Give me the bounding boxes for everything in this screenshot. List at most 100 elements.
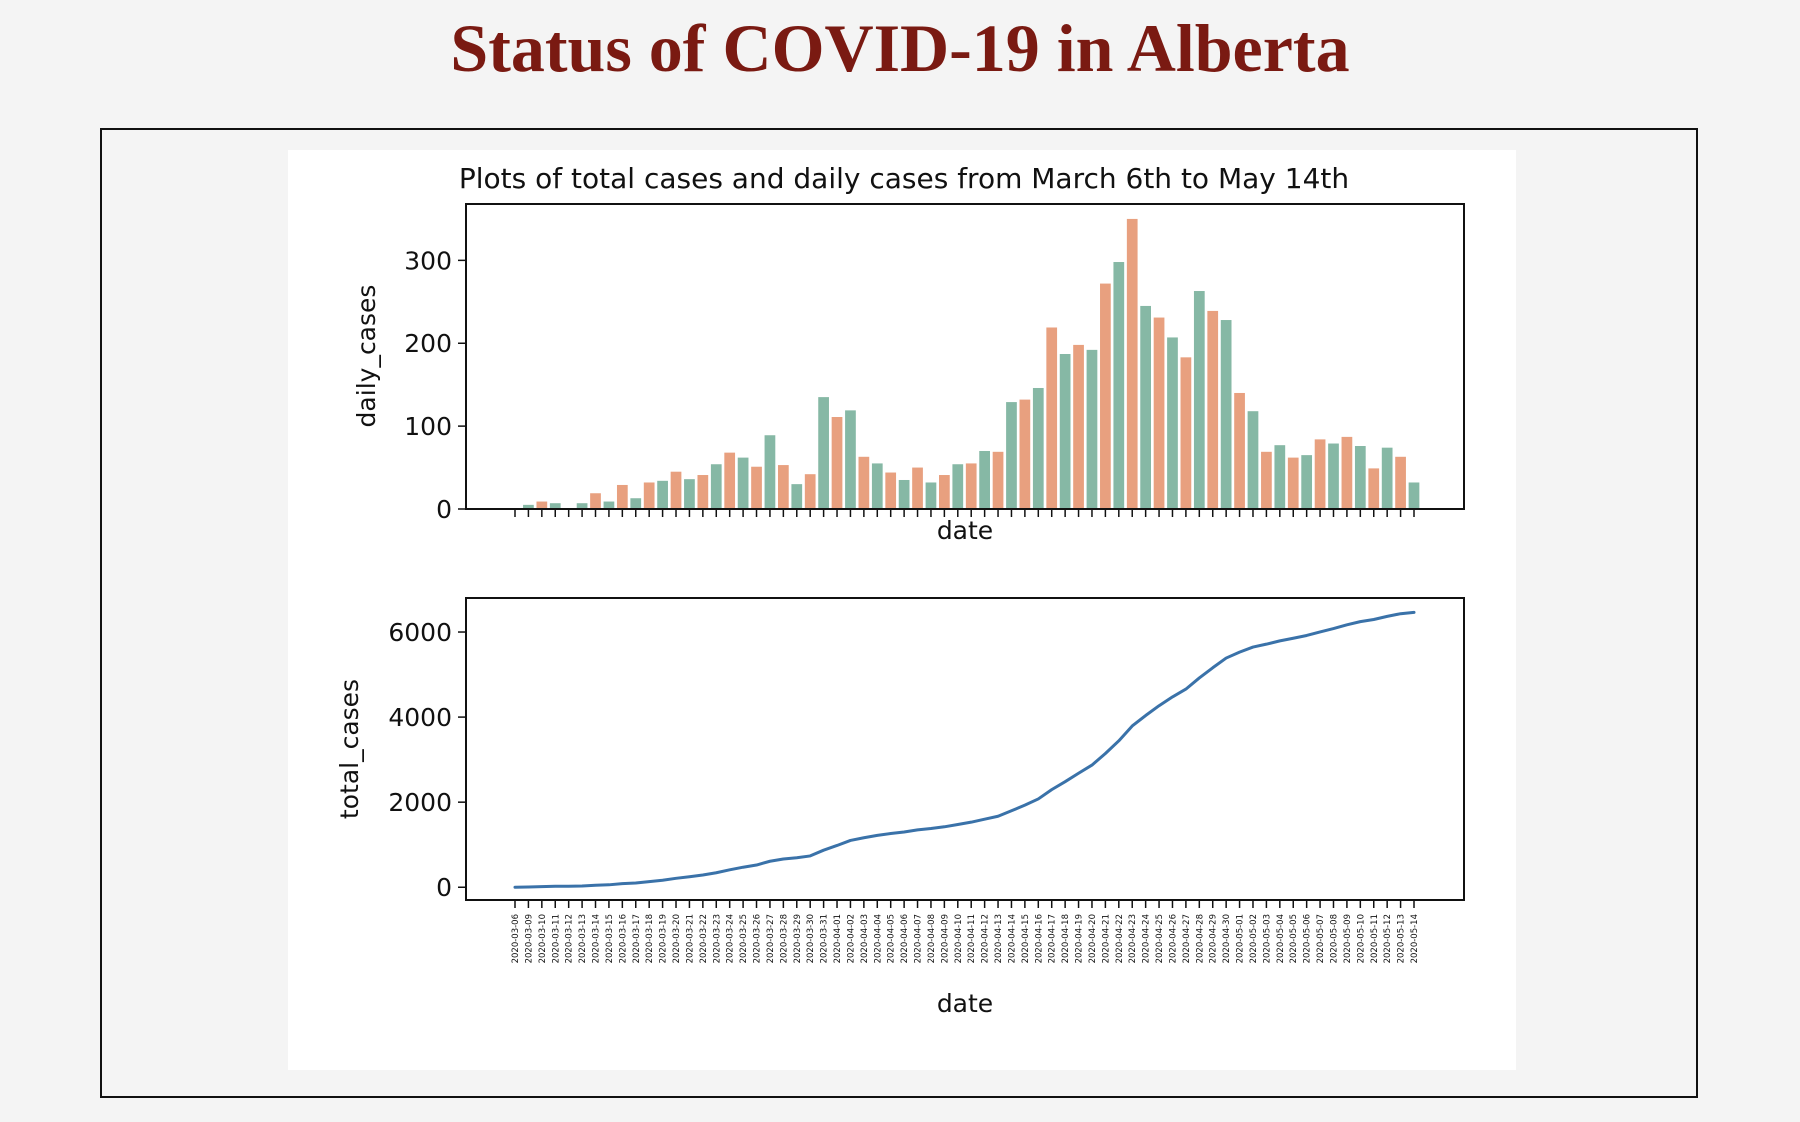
daily-bar-2020-05-02 — [1247, 411, 1259, 509]
daily-bar-2020-03-23 — [710, 464, 722, 509]
total-x-tick-label: 2020-04-18 — [1061, 914, 1071, 963]
total-x-tick-label: 2020-03-19 — [659, 914, 669, 963]
daily-bar-2020-04-10 — [952, 464, 964, 509]
total-x-tick-label: 2020-04-22 — [1115, 914, 1125, 963]
total-x-tick-label: 2020-05-10 — [1356, 914, 1366, 963]
total-x-tick-label: 2020-04-29 — [1209, 914, 1219, 963]
daily-bar-2020-04-19 — [1073, 344, 1084, 509]
total-y-tick-label: 0 — [436, 873, 452, 902]
total-x-tick-label: 2020-03-23 — [712, 914, 722, 963]
total-x-tick-label: 2020-03-22 — [699, 914, 709, 963]
total-x-tick-label: 2020-04-09 — [940, 914, 950, 963]
total-x-tick-label: 2020-03-31 — [820, 914, 830, 963]
total-x-tick-label: 2020-05-07 — [1316, 914, 1326, 963]
daily-bar-2020-03-19 — [657, 480, 668, 509]
daily-y-tick-label: 200 — [404, 329, 452, 358]
daily-bar-2020-04-27 — [1180, 357, 1192, 509]
daily-bar-2020-03-17 — [630, 498, 642, 509]
daily-bar-2020-04-21 — [1100, 283, 1111, 509]
daily-bar-2020-05-03 — [1261, 451, 1272, 509]
daily-bar-2020-04-29 — [1207, 310, 1219, 509]
daily-bar-2020-04-14 — [1006, 402, 1017, 509]
total-x-tick-label: 2020-03-09 — [524, 914, 534, 963]
total-x-ticks: 2020-03-06 2020-03-09 2020-03-10 2020-03-11… — [511, 900, 1420, 963]
daily-bar-2020-03-28 — [777, 465, 789, 509]
total-x-tick-label: 2020-03-26 — [753, 914, 763, 963]
daily-bar-2020-04-28 — [1193, 291, 1205, 509]
total-x-tick-label: 2020-04-17 — [1048, 914, 1058, 963]
daily-bar-2020-04-08 — [925, 482, 937, 509]
daily-bar-2020-03-20 — [670, 471, 682, 509]
daily-bar-2020-03-30 — [804, 474, 816, 509]
daily-bar-2020-03-18 — [643, 482, 655, 509]
total-x-tick-label: 2020-04-20 — [1088, 914, 1098, 963]
total-x-tick-label: 2020-04-26 — [1168, 914, 1178, 963]
total-x-tick-label: 2020-03-10 — [538, 914, 548, 963]
total-x-tick-label: 2020-04-24 — [1142, 914, 1152, 963]
daily-bar-2020-04-26 — [1167, 337, 1178, 509]
daily-bar-2020-05-01 — [1234, 392, 1245, 509]
daily-bar-2020-03-14 — [590, 493, 601, 509]
total-x-tick-label: 2020-05-09 — [1343, 914, 1353, 963]
daily-bar-2020-04-20 — [1086, 349, 1098, 509]
daily-bar-2020-03-21 — [684, 479, 695, 509]
total-x-tick-label: 2020-03-30 — [806, 914, 816, 963]
total-x-tick-label: 2020-04-10 — [954, 914, 964, 963]
daily-bar-2020-04-02 — [845, 410, 856, 509]
daily-bar-2020-03-15 — [603, 501, 615, 509]
chart-svg: Plots of total cases and daily cases fro… — [335, 162, 1465, 1018]
total-x-tick-label: 2020-03-14 — [592, 914, 602, 963]
daily-bar-2020-04-24 — [1140, 305, 1151, 509]
daily-bar-2020-05-04 — [1274, 445, 1286, 509]
daily-bar-2020-03-29 — [791, 484, 803, 509]
total-x-tick-label: 2020-04-12 — [981, 914, 991, 963]
total-x-axis-label: date — [937, 989, 993, 1018]
total-x-tick-label: 2020-04-01 — [833, 914, 843, 963]
total-x-tick-label: 2020-03-28 — [779, 914, 789, 963]
daily-bar-2020-05-13 — [1395, 456, 1406, 509]
total-x-tick-label: 2020-05-03 — [1262, 914, 1272, 963]
total-x-tick-label: 2020-05-04 — [1276, 914, 1286, 963]
total-x-tick-label: 2020-05-13 — [1397, 914, 1407, 963]
daily-bar-2020-05-14 — [1408, 482, 1420, 509]
total-x-tick-label: 2020-04-05 — [887, 914, 897, 963]
total-x-tick-label: 2020-05-11 — [1370, 914, 1380, 963]
total-y-ticks: 0 2000 4000 6000 — [388, 618, 466, 902]
total-x-tick-label: 2020-04-23 — [1128, 914, 1138, 963]
daily-cases-panel: 0 100 200 300 date daily_cases — [352, 203, 1465, 545]
daily-bar-2020-04-23 — [1126, 218, 1138, 510]
daily-bar-2020-05-05 — [1287, 457, 1299, 509]
daily-bar-2020-05-10 — [1354, 446, 1366, 509]
page-title: Status of COVID-19 in Alberta — [450, 10, 1350, 86]
total-x-tick-label: 2020-04-16 — [1034, 914, 1044, 963]
total-x-tick-label: 2020-04-15 — [1021, 914, 1031, 963]
total-x-tick-label: 2020-05-14 — [1410, 914, 1420, 963]
daily-bar-2020-05-06 — [1301, 455, 1313, 509]
daily-bar-2020-03-25 — [737, 457, 749, 509]
total-x-tick-label: 2020-03-11 — [551, 914, 561, 963]
daily-bar-2020-04-17 — [1046, 327, 1058, 509]
total-x-tick-label: 2020-04-13 — [994, 914, 1004, 963]
total-x-tick-label: 2020-05-06 — [1303, 914, 1313, 963]
chart-title: Plots of total cases and daily cases fro… — [459, 162, 1349, 195]
daily-bar-2020-03-13 — [576, 503, 588, 509]
total-x-tick-label: 2020-04-02 — [846, 914, 856, 963]
daily-y-axis-label: daily_cases — [352, 285, 381, 428]
total-y-tick-label: 4000 — [388, 703, 452, 732]
daily-bar-2020-03-26 — [751, 466, 762, 509]
total-x-tick-label: 2020-04-11 — [967, 914, 977, 963]
daily-x-ticks — [514, 509, 1415, 517]
total-axes-frame — [465, 597, 1465, 901]
total-cases-line — [513, 610, 1416, 889]
figure-canvas: Plots of total cases and daily cases fro… — [288, 150, 1516, 1070]
daily-y-tick-label: 300 — [404, 246, 452, 275]
total-x-tick-label: 2020-04-04 — [873, 914, 883, 963]
total-x-tick-label: 2020-04-06 — [900, 914, 910, 963]
daily-bar-2020-04-11 — [965, 463, 977, 509]
daily-bar-2020-03-27 — [764, 435, 776, 509]
total-x-tick-label: 2020-03-16 — [618, 914, 628, 963]
daily-bar-2020-03-10 — [536, 501, 548, 509]
total-y-axis-label: total_cases — [335, 679, 364, 819]
total-x-tick-label: 2020-03-13 — [578, 914, 588, 963]
